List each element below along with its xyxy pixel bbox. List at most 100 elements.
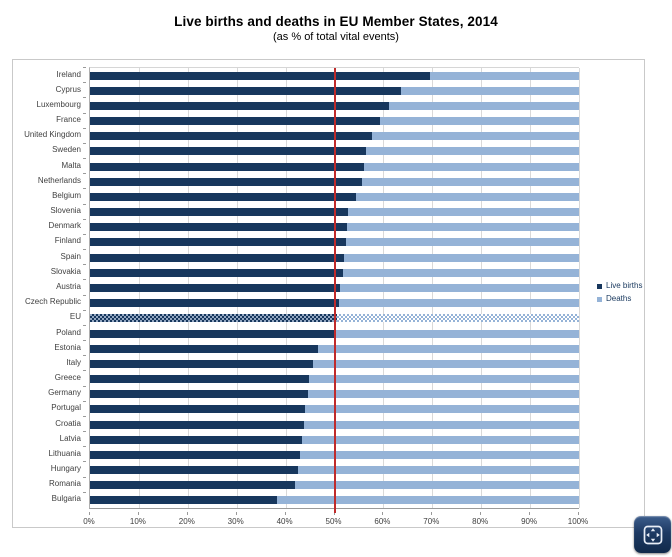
deaths-bar [334,329,579,338]
value-tick [578,512,579,515]
live-births-bar [90,208,349,217]
value-tick-label: 50% [325,517,342,526]
value-tick-label: 10% [129,517,146,526]
chart-row [90,114,579,129]
chart-row [90,83,579,98]
country-label: Romania [48,479,81,489]
deaths-bar [277,496,579,505]
category-tick [83,400,86,402]
category-tick [83,82,86,84]
category-tick [83,142,86,144]
country-label: Lithuania [48,448,81,458]
chart-row [90,387,579,402]
category-tick [83,158,86,160]
live-births-bar [90,420,304,429]
deaths-bar [345,238,579,247]
category-tick [83,324,86,326]
country-label: EU [69,312,81,322]
live-births-bar [90,466,298,475]
country-label: Portugal [51,403,81,413]
chart-row [90,341,579,356]
country-label: Slovenia [50,206,81,216]
chart-row [90,371,579,386]
live-births-bar [90,359,314,368]
country-label: Hungary [50,464,81,474]
chart-header: Live births and deaths in EU Member Stat… [0,14,672,43]
deaths-bar [365,147,579,156]
deaths-bar [300,450,579,459]
deaths-bar [308,390,579,399]
chart-row [90,356,579,371]
live-births-bar [90,223,348,232]
value-tick-label: 80% [472,517,489,526]
category-tick [83,173,86,175]
chart-row [90,144,579,159]
value-axis-labels: 0% 10% 20% 30% 40% 50% 60% 70% 80% 90% 100% [83,512,588,526]
deaths-bar [380,117,579,126]
value-tick [284,512,286,515]
category-tick [83,340,86,342]
country-label: Bulgaria [51,494,81,504]
country-label: Denmark [48,221,81,231]
chart-row [90,432,579,447]
deaths-bar [295,481,579,490]
value-tick [333,512,335,515]
deaths-bar [339,299,579,308]
category-tick [83,188,86,190]
value-tick [431,512,433,515]
category-tick [83,294,86,296]
live-births-bar [90,375,310,384]
category-tick [83,385,86,387]
deaths-bar [401,86,579,95]
move-button[interactable] [634,516,671,553]
country-label: Italy [66,357,81,367]
chart-row [90,189,579,204]
deaths-bar [347,223,579,232]
value-tick [137,512,139,515]
deaths-bar [297,466,579,475]
live-births-bar [90,162,364,171]
deaths-bar [362,177,579,186]
deaths-bar [305,405,579,414]
chart-row [90,402,579,417]
live-births-bar [90,314,338,323]
chart-row [90,129,579,144]
category-tick [83,461,86,463]
category-tick [83,431,86,433]
deaths-bar [356,192,579,201]
deaths-bar [313,359,579,368]
chart-row [90,250,579,265]
country-label: Spain [60,251,81,261]
deaths-bar [429,71,579,80]
value-tick-label: 0% [83,517,95,526]
live-births-bar [90,253,344,262]
legend: Live births Deaths [597,282,657,308]
country-label: Netherlands [37,175,81,185]
legend-label: Live births [606,281,643,290]
chart-row [90,220,579,235]
country-label: Austria [56,282,81,291]
move-arrows-icon [640,522,666,548]
live-births-bar [90,405,306,414]
live-births-bar [90,268,343,277]
chart-row [90,98,579,113]
chart-row [90,205,579,220]
live-births-bar [90,299,340,308]
plot-area [89,67,580,513]
deaths-bar [309,375,579,384]
category-tick [83,67,86,68]
country-label: Malta [61,160,81,170]
chart-row [90,462,579,477]
value-tick-label: 20% [178,517,195,526]
country-label: Greece [54,373,81,383]
category-tick [83,233,86,235]
live-births-bar [90,329,334,338]
chart-row [90,478,579,493]
deaths-bar [342,268,579,277]
category-tick [83,370,86,372]
category-tick [83,355,86,357]
chart-row [90,417,579,432]
live-births-bar [90,435,302,444]
country-label: Finland [54,236,81,246]
live-births-bar [90,177,363,186]
